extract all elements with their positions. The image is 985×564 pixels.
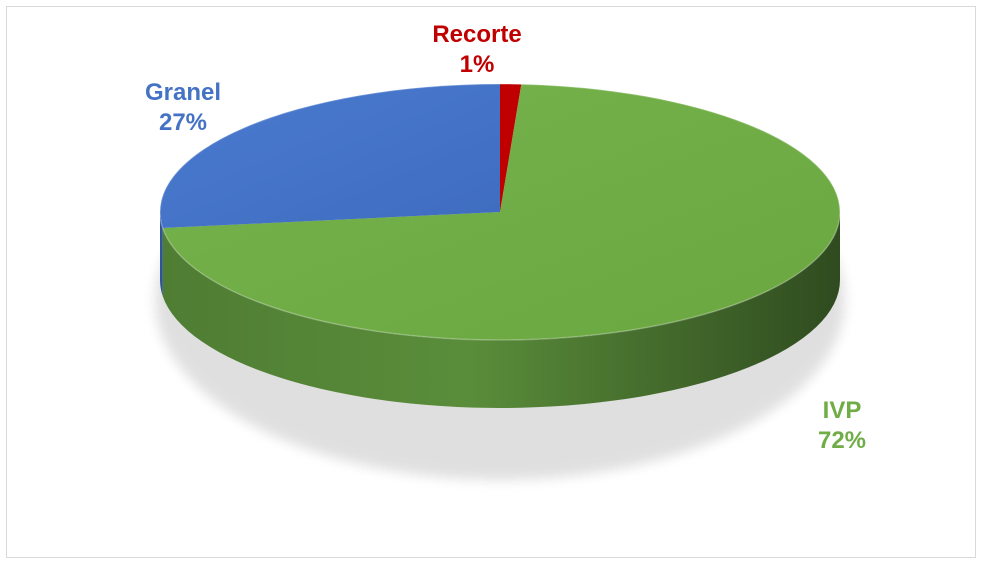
- slice-label-ivp: IVP: [823, 397, 862, 424]
- slice-ivp: [162, 84, 840, 340]
- pie-sides: [160, 212, 840, 408]
- pie-rim: [159, 83, 841, 341]
- slice-label-recorte: Recorte: [432, 21, 521, 48]
- slice-side-granel: [160, 212, 163, 297]
- slice-percent-recorte: 1%: [460, 51, 495, 78]
- slice-granel: [160, 84, 500, 229]
- slice-percent-granel: 27%: [159, 109, 207, 136]
- slice-label-granel: Granel: [145, 79, 221, 106]
- slice-percent-ivp: 72%: [818, 427, 866, 454]
- slice-side-ivp: [162, 212, 840, 408]
- pie-slices: [159, 83, 841, 341]
- pie-labels: Recorte 1% Granel 27% IVP 72%: [145, 21, 866, 454]
- slice-recorte: [500, 84, 522, 212]
